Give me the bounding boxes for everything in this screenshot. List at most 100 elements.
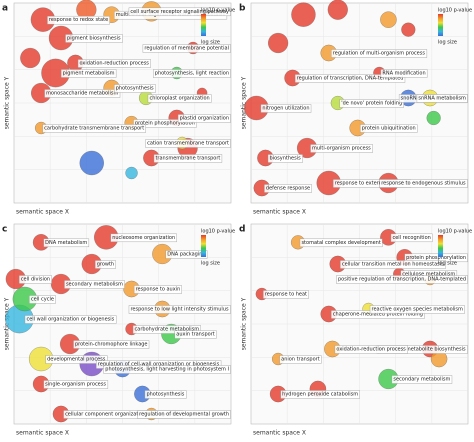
label-box	[174, 330, 217, 339]
bubble-label: regulation of transcription, DNA-templat…	[297, 76, 404, 82]
bubble	[327, 0, 348, 20]
label-box	[263, 290, 309, 299]
bubble-label: photosynthesis, light reaction	[155, 71, 229, 77]
label-box	[165, 250, 208, 259]
bubble	[268, 32, 289, 54]
bubble-label: photosynthesis, light harvesting in phot…	[105, 367, 229, 373]
labels: regulation of multi-organism process regu…	[260, 49, 468, 193]
size-legend-title: log size	[438, 261, 457, 267]
bubble-label: response to heat	[265, 292, 307, 298]
bubble-label: carbohydrate transmembrane transport	[44, 126, 144, 132]
label-box	[280, 390, 360, 399]
labels: DNA metabolism nucleosome organization DNA…	[19, 233, 231, 419]
label-box	[331, 49, 428, 58]
bubble-label: cell surface receptor signaling pathway	[130, 9, 229, 15]
label-box	[360, 124, 418, 133]
label-box	[379, 179, 468, 188]
bubble-label: response to endogenous stimulus	[381, 181, 466, 187]
color-legend-title: log10 p-value	[438, 229, 472, 235]
label-box	[42, 124, 146, 133]
label-box	[177, 114, 231, 123]
bubble-label: cellulose metabolism	[402, 272, 455, 278]
label-box	[294, 74, 406, 83]
panel-letter: c	[2, 225, 7, 235]
label-box	[103, 365, 231, 374]
bubble-label: nucleosome organization	[112, 235, 175, 241]
panel-letter: a	[2, 4, 8, 14]
label-box	[145, 139, 231, 148]
bubble-label: regulation of cell-wall organization or …	[98, 362, 220, 368]
label-box	[24, 315, 117, 324]
bubble-label: positive regulation of transcription, DN…	[338, 277, 466, 283]
label-box	[132, 325, 201, 334]
bubble-label: transmembrane transport	[155, 156, 220, 162]
bubble-label: cell division	[21, 277, 50, 283]
panel: b semantic space X semantic space Y regulat…	[239, 0, 472, 216]
color-legend-title: log10 p-value	[201, 8, 235, 14]
label-box	[380, 69, 428, 78]
bubble-label: anion transport	[281, 357, 320, 363]
bubble-label: DNA packaging	[167, 252, 205, 258]
y-axis-label: semantic space Y	[241, 297, 248, 350]
label-box	[267, 154, 303, 163]
bubble-label: protein-chromophore linkage	[75, 342, 148, 348]
bubble-label: chloroplast organization	[149, 96, 209, 102]
label-box	[64, 280, 125, 289]
label-box	[29, 295, 56, 304]
label-box	[369, 305, 465, 314]
bubble	[401, 22, 416, 37]
bubble-label: nitrogen utilization	[262, 106, 309, 112]
bubble-label: 'de novo' protein folding	[341, 101, 402, 107]
label-box	[334, 345, 408, 354]
legend: log10 p-value log size	[438, 8, 472, 46]
bubble	[380, 11, 397, 28]
bubble-label: biosynthesis	[270, 156, 302, 162]
bubble-label: plastid organization	[180, 116, 229, 122]
label-box	[45, 355, 108, 364]
size-legend-title: log size	[201, 40, 220, 46]
label-box	[110, 233, 177, 243]
label-box	[113, 84, 156, 93]
bubble	[79, 150, 104, 176]
bubble-label: secondary metabolism	[393, 377, 450, 383]
legend: log10 p-value log size	[438, 229, 472, 267]
label-box	[147, 94, 212, 103]
bubble-label: cell cycle	[31, 297, 54, 303]
label-box	[391, 375, 453, 384]
label-box	[47, 15, 110, 25]
bubble-label: snRNA metabolism	[418, 96, 466, 102]
label-box	[77, 59, 151, 68]
bubble-label: response to low light intensity stimulus	[130, 307, 229, 313]
label-box	[19, 275, 52, 284]
bubble-label: protein phosphorylation	[135, 121, 195, 127]
bubble	[291, 2, 316, 27]
label-box	[340, 260, 446, 269]
label-box	[128, 305, 231, 314]
bubble	[125, 166, 138, 180]
label-box	[279, 355, 322, 364]
label-box	[310, 144, 373, 153]
label-box	[390, 233, 433, 243]
labels: response to redox state pigment biosynthe…	[42, 7, 231, 163]
bubble-label: monosaccharide metabolism	[46, 91, 118, 97]
x-axis-label: semantic space X	[253, 430, 306, 437]
label-box	[339, 99, 404, 108]
label-box	[44, 89, 121, 98]
bubble-label: cellular component organization or bioge…	[65, 412, 181, 418]
bubble-label: DNA metabolism	[45, 240, 87, 246]
y-axis-label: semantic space Y	[241, 76, 248, 129]
label-box	[73, 340, 150, 349]
label-box	[133, 285, 182, 294]
bubble-label: protein ubiquitination	[362, 126, 416, 132]
bubble-label: multi-organism process	[312, 146, 371, 152]
labels: stomatal complex development cell recogni…	[263, 233, 468, 399]
label-box	[264, 184, 312, 193]
bubble-label: cell wall organization or biogenesis	[26, 317, 114, 323]
bubble-label: response to redox state	[49, 17, 108, 23]
panel: a semantic space X semantic space Y respons…	[2, 0, 235, 216]
bubble-label: regulation of developmental growth	[139, 412, 229, 418]
bubble-label: carbohydrate metabolism	[135, 327, 200, 333]
color-legend-title: log10 p-value	[438, 8, 472, 14]
